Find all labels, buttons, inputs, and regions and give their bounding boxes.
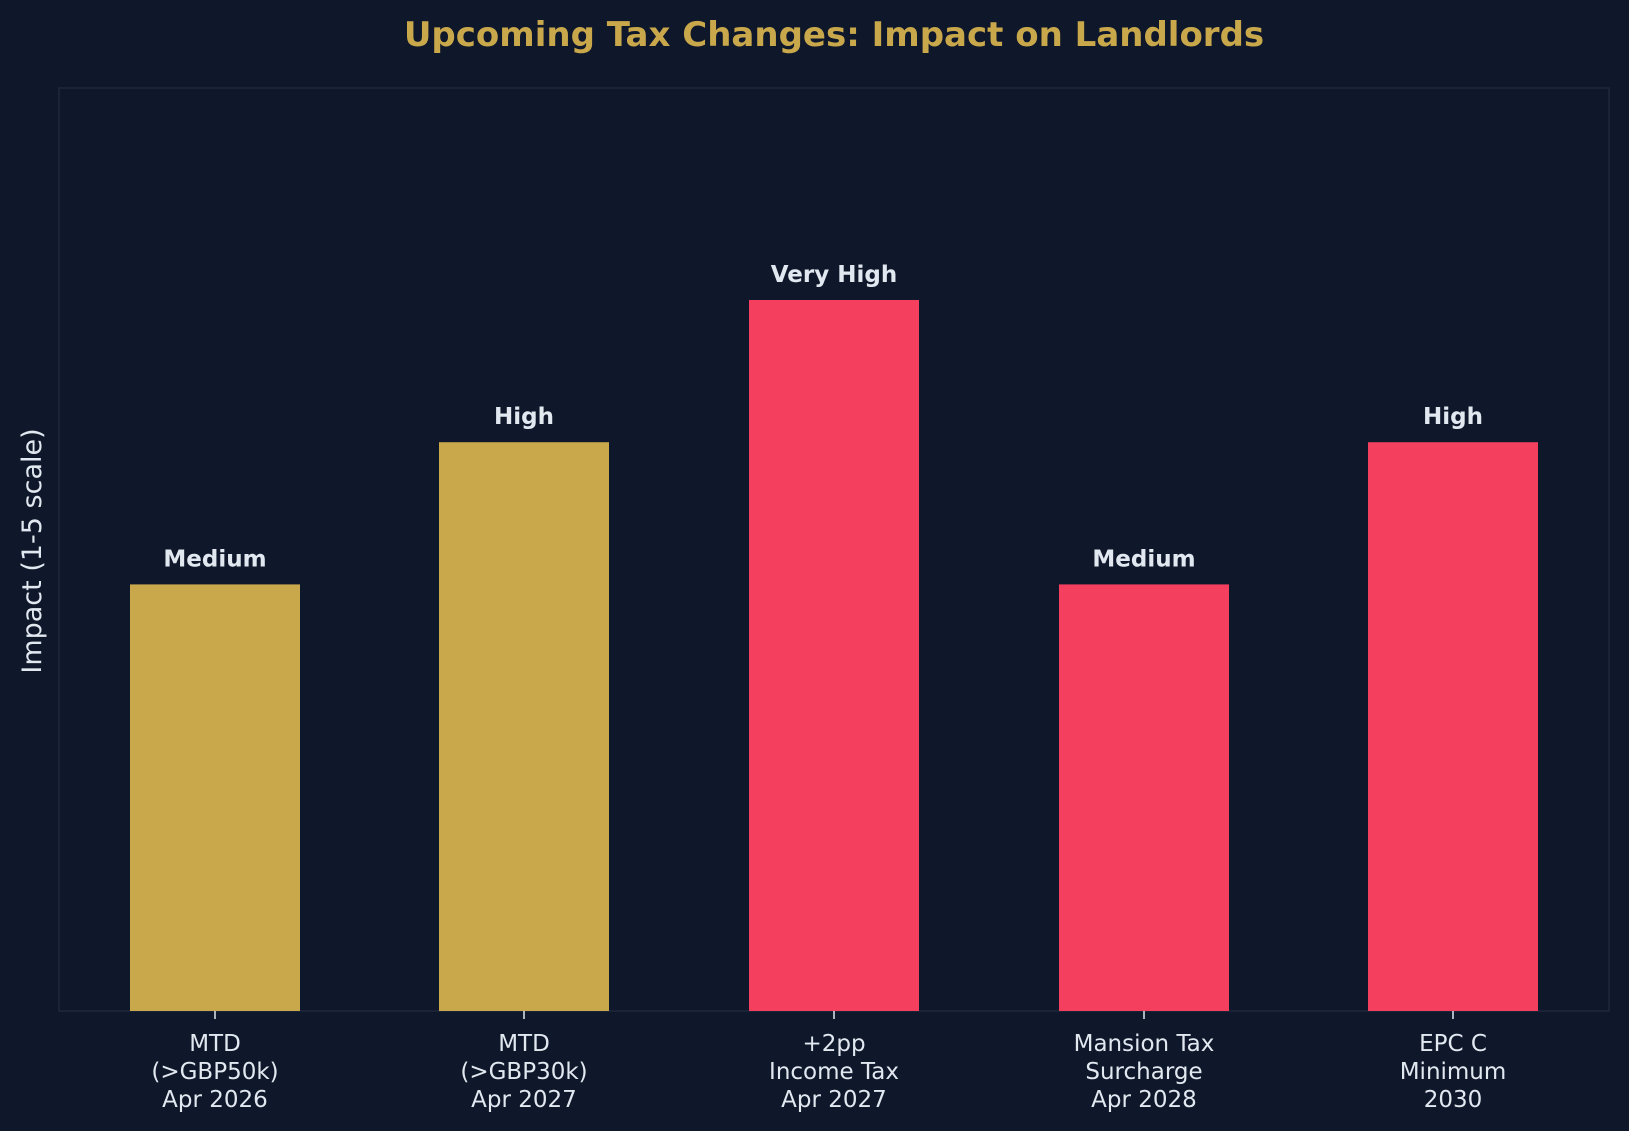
bar-value-label-4: Medium bbox=[1092, 546, 1195, 572]
bar-value-label-1: Medium bbox=[163, 546, 266, 572]
bars-group: Medium High Very High Medium High bbox=[130, 262, 1538, 1011]
bar-4 bbox=[1059, 584, 1229, 1011]
x-tick-label-line: Apr 2026 bbox=[162, 1087, 268, 1113]
x-tick-label-2: MTD (>GBP30k) Apr 2027 bbox=[460, 1031, 587, 1113]
chart-title: Upcoming Tax Changes: Impact on Landlord… bbox=[404, 15, 1264, 55]
x-tick-label-line: Apr 2027 bbox=[471, 1087, 577, 1113]
bar-value-label-3: Very High bbox=[771, 262, 897, 288]
bar-5 bbox=[1368, 442, 1538, 1011]
x-tick-label-5: EPC C Minimum 2030 bbox=[1400, 1031, 1507, 1113]
x-tick-label-line: Income Tax bbox=[769, 1059, 899, 1085]
x-tick-label-line: Surcharge bbox=[1085, 1059, 1202, 1085]
x-tick-label-line: Minimum bbox=[1400, 1059, 1507, 1085]
x-tick-label-1: MTD (>GBP50k) Apr 2026 bbox=[151, 1031, 278, 1113]
x-tick-label-line: MTD bbox=[189, 1031, 241, 1057]
x-tick-label-line: Apr 2028 bbox=[1091, 1087, 1197, 1113]
x-tick-label-line: MTD bbox=[498, 1031, 550, 1057]
x-tick-label-line: 2030 bbox=[1424, 1087, 1483, 1113]
y-axis-label: Impact (1-5 scale) bbox=[17, 428, 48, 673]
x-tick-label-line: EPC C bbox=[1419, 1031, 1487, 1057]
bar-value-label-2: High bbox=[494, 404, 554, 430]
x-tick-label-4: Mansion Tax Surcharge Apr 2028 bbox=[1074, 1031, 1215, 1113]
x-tick-label-line: (>GBP50k) bbox=[151, 1059, 278, 1085]
bar-1 bbox=[130, 584, 300, 1011]
x-tick-label-line: Mansion Tax bbox=[1074, 1031, 1215, 1057]
bar-2 bbox=[439, 442, 609, 1011]
bar-3 bbox=[749, 300, 919, 1011]
x-tick-label-line: Apr 2027 bbox=[781, 1087, 887, 1113]
x-tick-label-line: +2pp bbox=[802, 1031, 865, 1057]
x-tick-label-line: (>GBP30k) bbox=[460, 1059, 587, 1085]
bar-value-label-5: High bbox=[1423, 404, 1483, 430]
x-tick-label-3: +2pp Income Tax Apr 2027 bbox=[769, 1031, 899, 1113]
